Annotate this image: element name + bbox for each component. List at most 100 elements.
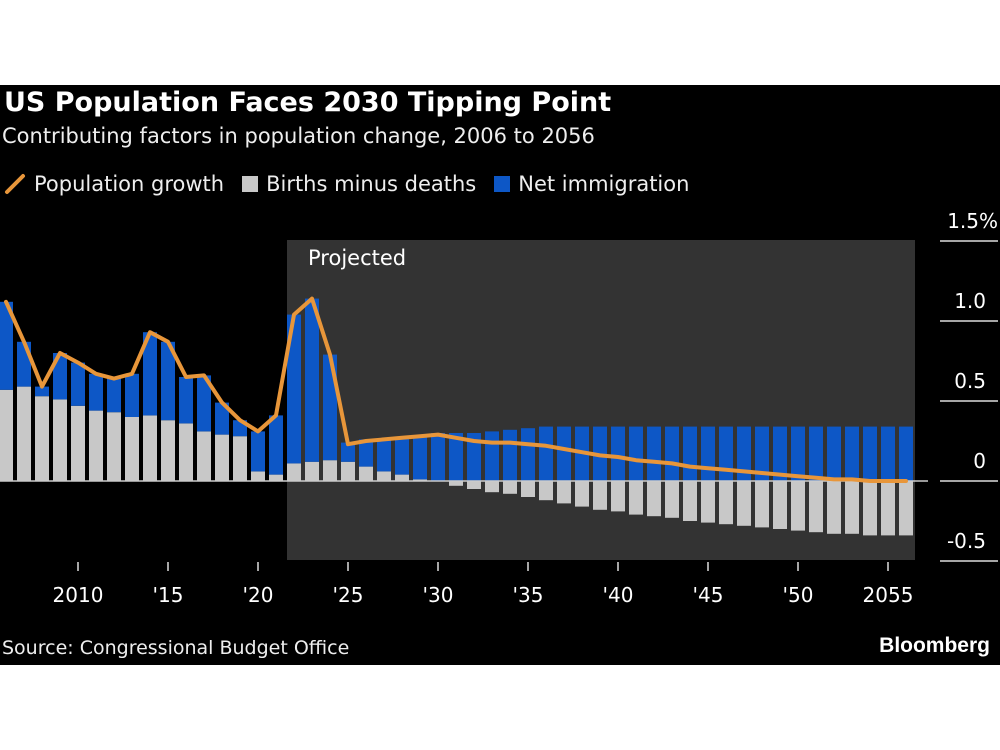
bar-net-immigration: [701, 426, 715, 481]
x-tick-label: '45: [693, 583, 724, 607]
source-note: Source: Congressional Budget Office: [2, 637, 350, 659]
bar-net-immigration: [35, 386, 49, 397]
bar-net-immigration: [413, 436, 427, 480]
bar-births-minus-deaths: [593, 481, 607, 510]
bar-births-minus-deaths: [737, 481, 751, 526]
legend: Population growth Births minus deaths Ne…: [4, 172, 707, 196]
bar-net-immigration: [143, 332, 157, 416]
bar-net-immigration: [539, 426, 553, 481]
y-tick-label: 0: [973, 449, 986, 473]
bar-net-immigration: [737, 426, 751, 481]
bar-births-minus-deaths: [89, 410, 103, 481]
bar-births-minus-deaths: [485, 481, 499, 493]
bar-births-minus-deaths: [899, 481, 913, 536]
x-tick-label: '40: [603, 583, 634, 607]
bar-births-minus-deaths: [395, 474, 409, 481]
line-swatch-icon: [5, 174, 25, 194]
x-tick-label: '15: [153, 583, 184, 607]
bar-births-minus-deaths: [17, 386, 31, 481]
x-tick-label: '20: [243, 583, 274, 607]
bar-births-minus-deaths: [251, 471, 265, 481]
bar-net-immigration: [863, 426, 877, 481]
bar-births-minus-deaths: [143, 415, 157, 481]
bar-net-immigration: [251, 431, 265, 472]
bar-births-minus-deaths: [791, 481, 805, 531]
bar-births-minus-deaths: [539, 481, 553, 501]
x-tick-label: 2010: [53, 583, 104, 607]
y-tick-label: 1.5%: [947, 209, 998, 233]
bar-net-immigration: [53, 353, 67, 400]
bar-births-minus-deaths: [323, 460, 337, 481]
legend-item-births-minus-deaths: Births minus deaths: [242, 172, 476, 196]
bar-net-immigration: [845, 426, 859, 481]
bar-births-minus-deaths: [629, 481, 643, 515]
bar-births-minus-deaths: [215, 434, 229, 481]
bar-births-minus-deaths: [305, 461, 319, 481]
bar-net-immigration: [683, 426, 697, 481]
legend-label: Population growth: [34, 172, 225, 196]
bar-net-immigration: [809, 426, 823, 481]
bar-births-minus-deaths: [413, 479, 427, 481]
bloomberg-logo: Bloomberg: [879, 634, 990, 657]
bar-net-immigration: [215, 402, 229, 435]
bar-net-immigration: [377, 439, 391, 472]
bar-births-minus-deaths: [881, 481, 895, 536]
bar-net-immigration: [449, 433, 463, 481]
bar-net-immigration: [521, 428, 535, 481]
bar-net-immigration: [179, 377, 193, 424]
bar-births-minus-deaths: [0, 389, 13, 481]
bar-births-minus-deaths: [521, 481, 535, 497]
bar-births-minus-deaths: [827, 481, 841, 534]
bar-net-immigration: [881, 426, 895, 481]
bar-births-minus-deaths: [377, 471, 391, 481]
bar-net-immigration: [647, 426, 661, 481]
bar-births-minus-deaths: [575, 481, 589, 507]
bar-births-minus-deaths: [773, 481, 787, 529]
bar-births-minus-deaths: [611, 481, 625, 512]
bar-net-immigration: [395, 437, 409, 475]
legend-label: Net immigration: [518, 172, 690, 196]
legend-item-population-growth: Population growth: [4, 172, 224, 196]
bar-net-immigration: [0, 301, 13, 390]
bar-births-minus-deaths: [683, 481, 697, 521]
bar-births-minus-deaths: [719, 481, 733, 525]
bar-births-minus-deaths: [197, 431, 211, 481]
bar-births-minus-deaths: [125, 417, 139, 481]
x-tick-label: '30: [423, 583, 454, 607]
bar-births-minus-deaths: [161, 420, 175, 481]
chart-title: US Population Faces 2030 Tipping Point: [4, 87, 612, 118]
bar-net-immigration: [359, 439, 373, 467]
bar-net-immigration: [287, 314, 301, 464]
x-tick-label: '35: [513, 583, 544, 607]
bar-net-immigration: [107, 378, 121, 413]
bar-births-minus-deaths: [359, 466, 373, 481]
bar-net-immigration: [899, 426, 913, 481]
bar-net-immigration: [17, 341, 31, 387]
bar-births-minus-deaths: [467, 481, 481, 489]
bar-net-immigration: [467, 433, 481, 481]
bar-births-minus-deaths: [233, 436, 247, 481]
bar-births-minus-deaths: [71, 405, 85, 481]
square-swatch-icon: [242, 176, 259, 192]
bar-net-immigration: [827, 426, 841, 481]
legend-item-net-immigration: Net immigration: [494, 172, 689, 196]
y-tick-label: 1.0: [954, 289, 986, 313]
x-tick-label: '25: [333, 583, 364, 607]
bar-births-minus-deaths: [35, 396, 49, 481]
bar-births-minus-deaths: [53, 399, 67, 481]
bar-net-immigration: [791, 426, 805, 481]
bar-net-immigration: [305, 298, 319, 462]
bar-net-immigration: [89, 373, 103, 411]
bar-births-minus-deaths: [557, 481, 571, 504]
bar-net-immigration: [197, 375, 211, 432]
bar-net-immigration: [71, 362, 85, 406]
bar-net-immigration: [269, 415, 283, 475]
bar-net-immigration: [629, 426, 643, 481]
bar-net-immigration: [161, 341, 175, 421]
bar-births-minus-deaths: [863, 481, 877, 536]
bar-net-immigration: [773, 426, 787, 481]
bar-net-immigration: [125, 373, 139, 417]
bar-births-minus-deaths: [503, 481, 517, 494]
line-population-growth: [4, 296, 908, 483]
bar-net-immigration: [503, 429, 517, 481]
